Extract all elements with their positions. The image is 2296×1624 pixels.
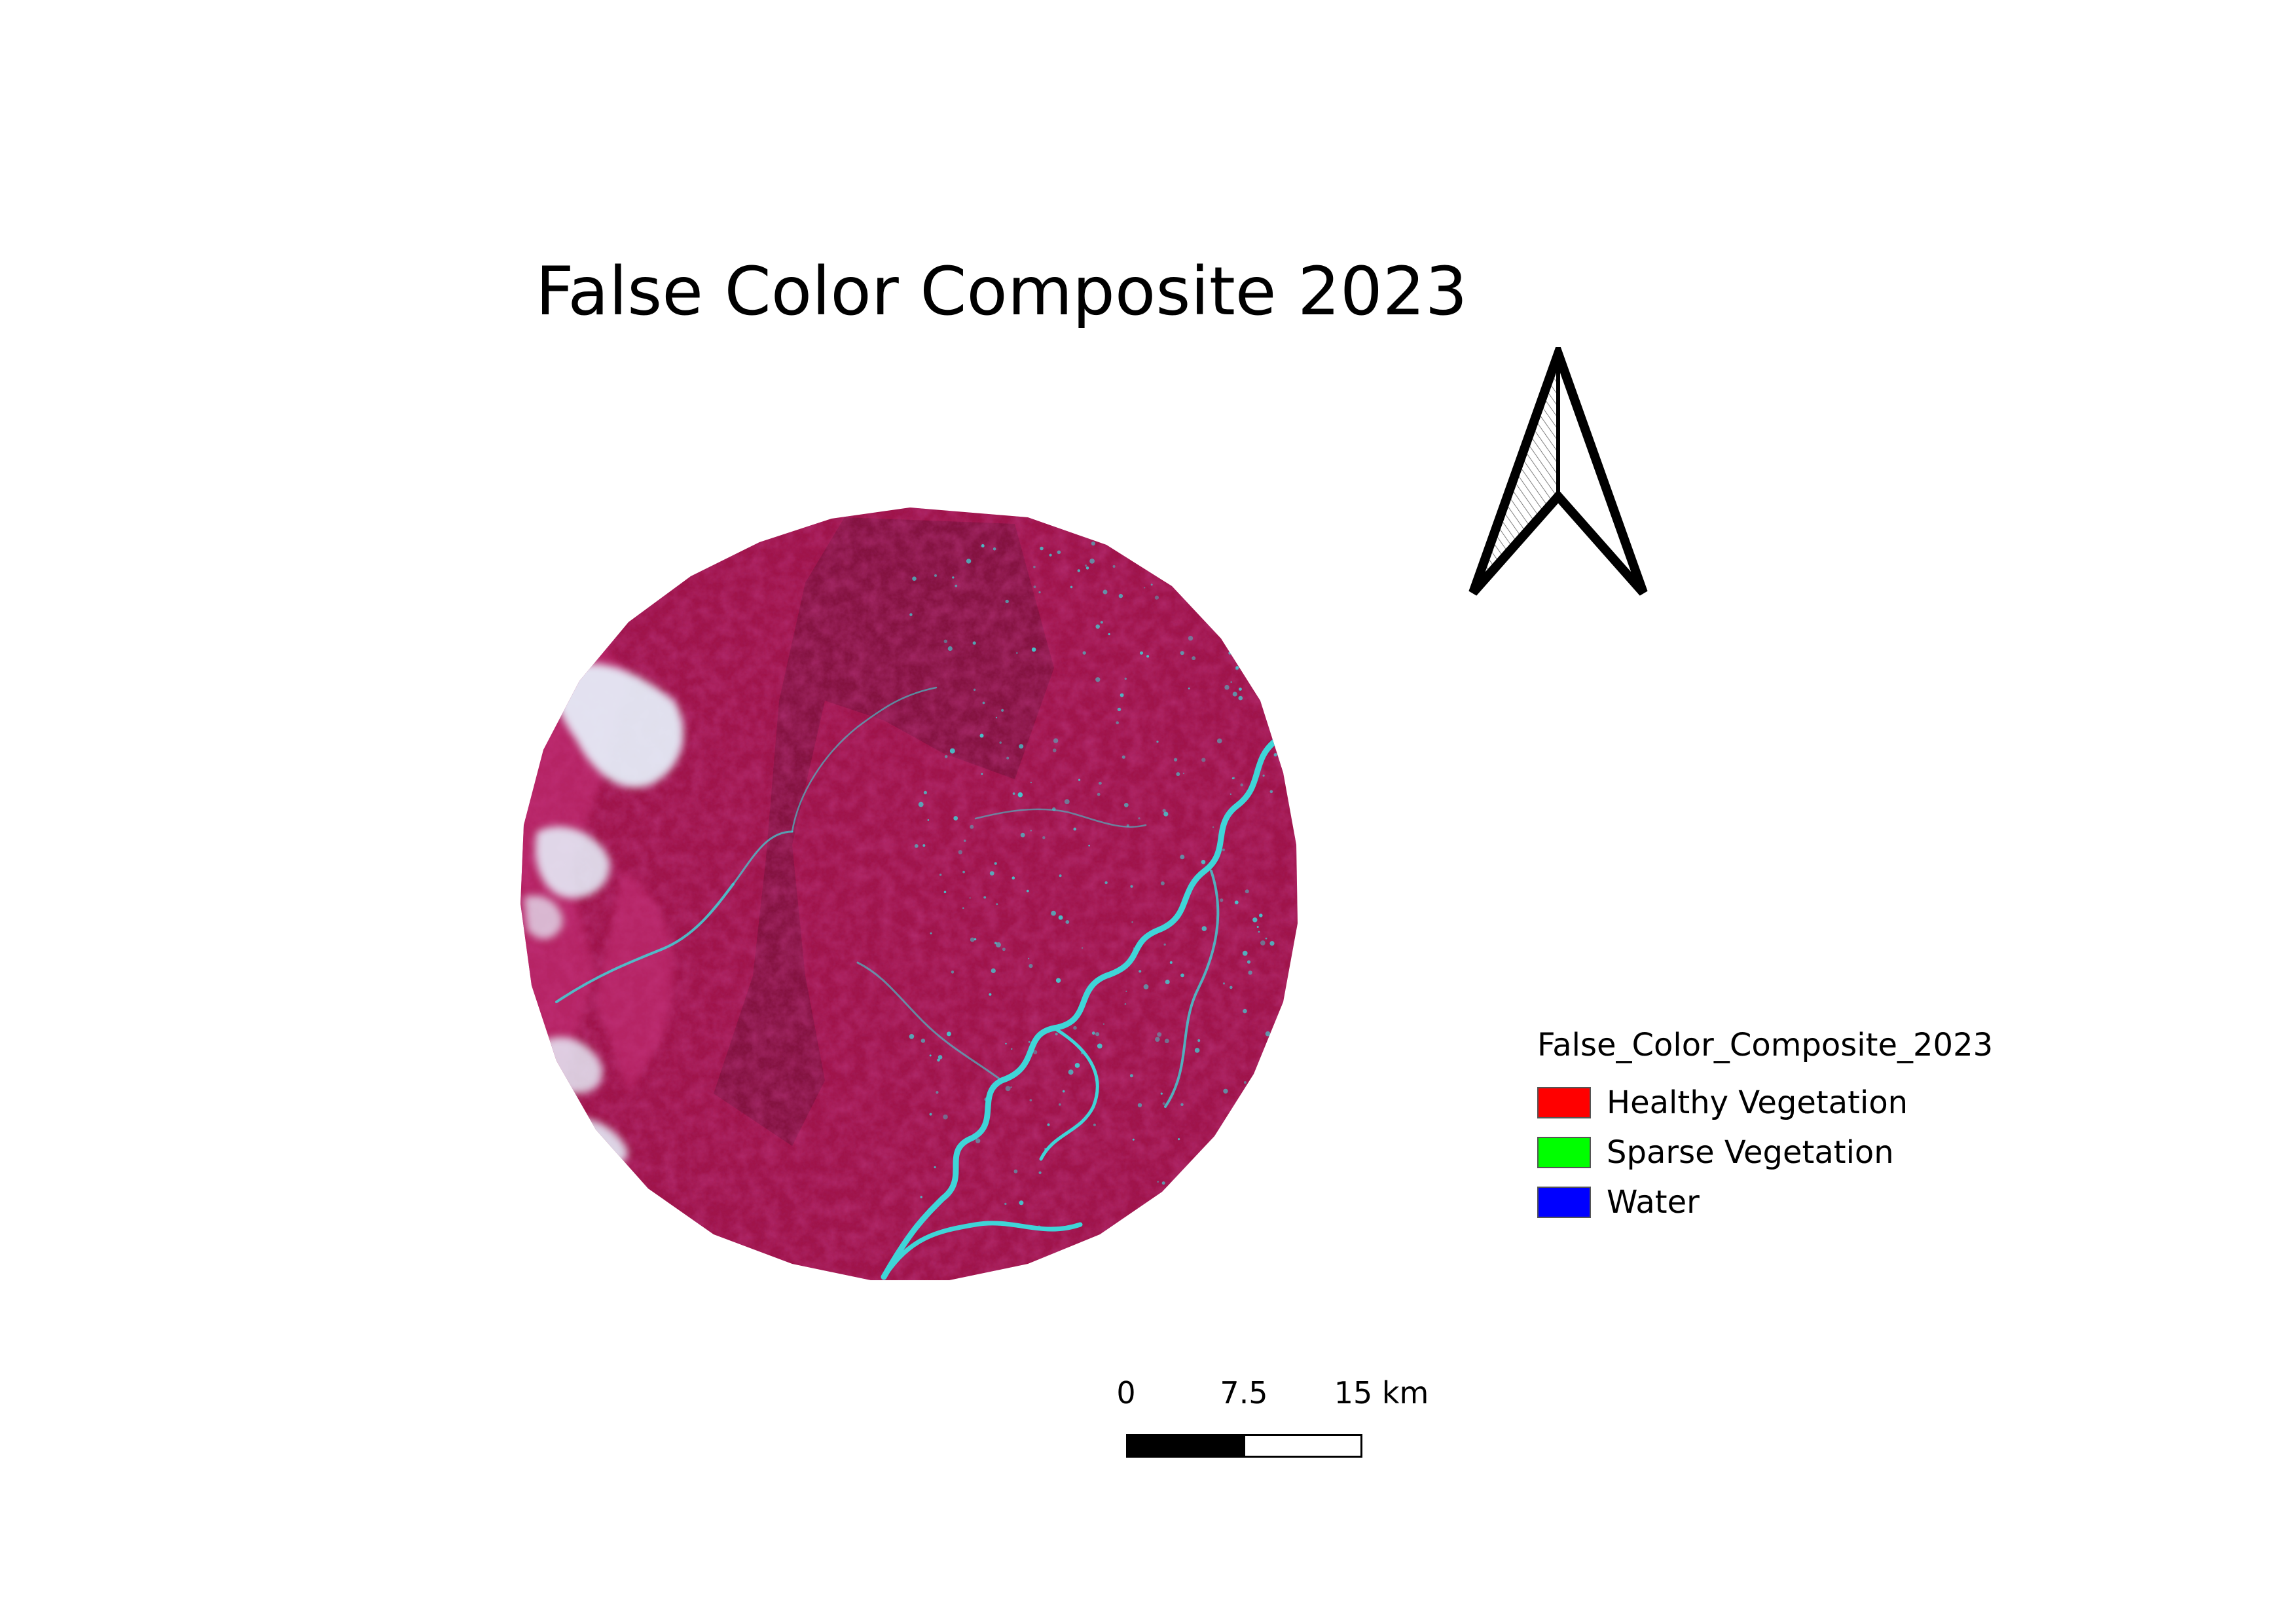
map-title: False Color Composite 2023	[536, 253, 1468, 331]
scale-label-start: 0	[1116, 1375, 1136, 1411]
scale-segment-empty	[1243, 1434, 1362, 1458]
false-color-raster	[520, 507, 1298, 1280]
legend-swatch-water	[1537, 1186, 1591, 1218]
legend-item: Sparse Vegetation	[1537, 1128, 1993, 1177]
river-network	[555, 686, 1280, 1280]
legend-title: False_Color_Composite_2023	[1537, 1027, 1994, 1063]
legend-swatch-healthy-vegetation	[1537, 1086, 1591, 1118]
legend-item: Healthy Vegetation	[1537, 1078, 1993, 1128]
scale-label-mid: 7.5	[1220, 1375, 1268, 1411]
legend-label: Water	[1607, 1183, 1700, 1221]
legend-item: Water	[1537, 1177, 1993, 1227]
legend-label: Healthy Vegetation	[1607, 1084, 1908, 1121]
map-legend: False_Color_Composite_2023 Healthy Veget…	[1537, 1027, 1993, 1227]
scale-segment-filled	[1126, 1434, 1245, 1458]
north-arrow-icon	[1468, 347, 1648, 596]
scale-bar: 0 7.5 15 km	[1113, 1375, 1440, 1467]
texture-fine	[520, 507, 1298, 1280]
legend-label: Sparse Vegetation	[1607, 1134, 1894, 1171]
scale-label-end: 15 km	[1334, 1375, 1429, 1411]
legend-swatch-sparse-vegetation	[1537, 1136, 1591, 1168]
